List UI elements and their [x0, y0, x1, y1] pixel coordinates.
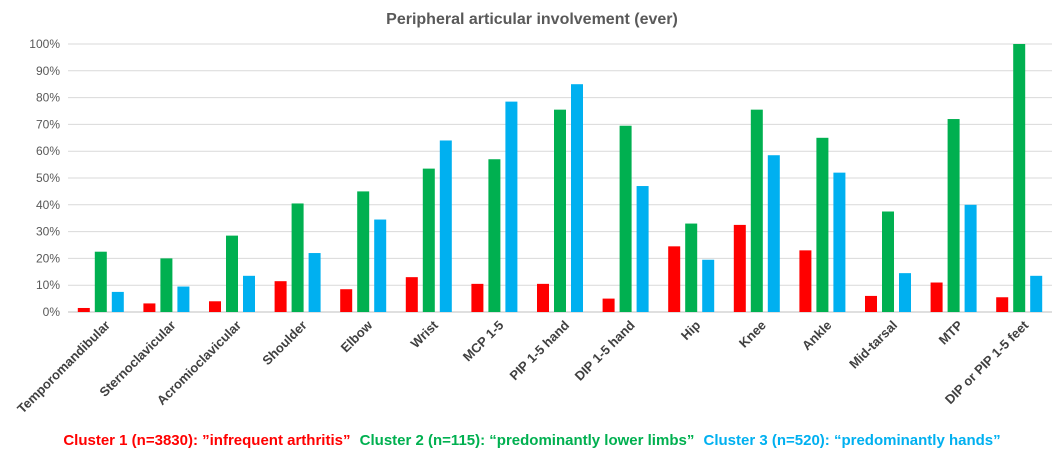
bar-series-1	[143, 303, 156, 312]
bar-series-1	[77, 307, 90, 312]
bar-series-1	[405, 277, 418, 312]
bar-series-2	[94, 251, 107, 312]
bar-series-2	[357, 191, 370, 312]
legend-entry-cluster-3: Cluster 3 (n=520): “predominantly hands”	[703, 432, 1001, 449]
bar-series-2	[1013, 44, 1026, 312]
bar-series-1	[471, 283, 484, 312]
bar-series-3	[964, 204, 977, 312]
x-tick-label: Elbow	[338, 317, 376, 355]
bar-series-3	[571, 84, 583, 312]
bars	[77, 44, 1043, 313]
bar-series-3	[243, 275, 255, 312]
bar-series-3	[636, 186, 649, 312]
y-tick-label: 20%	[36, 251, 60, 265]
x-tick-label: PIP 1-5 hand	[507, 317, 573, 383]
y-tick-label: 50%	[36, 171, 60, 185]
x-tick-label: MCP 1-5	[460, 318, 507, 365]
bar-series-1	[733, 224, 746, 312]
x-tick-label: Wrist	[407, 317, 441, 351]
bar-series-3	[899, 273, 911, 312]
y-tick-label: 40%	[36, 198, 60, 212]
bar-series-3	[308, 253, 321, 312]
bar-series-1	[930, 282, 943, 312]
x-tick-label: Temporomandibular	[14, 318, 113, 417]
bar-series-1	[340, 289, 353, 312]
bar-series-3	[767, 155, 780, 312]
bar-series-2	[882, 211, 894, 312]
bar-series-3	[1030, 275, 1043, 312]
chart-title: Peripheral articular involvement (ever)	[386, 11, 678, 28]
x-tick-label: MTP	[936, 317, 966, 347]
bar-series-3	[111, 291, 124, 312]
y-tick-label: 0%	[43, 305, 61, 319]
x-tick-label: Mid-tarsal	[846, 318, 900, 372]
bar-series-2	[619, 125, 632, 313]
bar-series-2	[947, 119, 960, 312]
bar-series-1	[602, 298, 615, 312]
bar-series-1	[865, 295, 877, 312]
x-tick-label: Hip	[678, 317, 703, 342]
bar-series-1	[274, 281, 287, 312]
x-tick-label: DIP 1-5 hand	[572, 317, 638, 383]
legend-entry-cluster-1: Cluster 1 (n=3830): ”infrequent arthriti…	[63, 432, 351, 449]
y-tick-label: 10%	[36, 278, 60, 292]
bar-series-3	[833, 172, 846, 312]
x-tick-label: Shoulder	[259, 318, 309, 368]
bar-series-2	[291, 203, 304, 312]
x-axis-ticks: TemporomandibularSternoclavicularAcromio…	[14, 317, 1032, 416]
y-tick-label: 60%	[36, 144, 60, 158]
y-tick-label: 80%	[36, 91, 60, 105]
x-tick-label: Knee	[736, 318, 769, 351]
bar-series-1	[209, 301, 221, 312]
bar-series-2	[160, 258, 173, 312]
y-tick-label: 30%	[36, 225, 60, 239]
y-axis-ticks: 0% 10% 20% 30% 40% 50% 60% 70% 80% 90% 100%	[29, 37, 60, 319]
bar-series-3	[702, 259, 715, 312]
y-tick-label: 100%	[29, 37, 60, 51]
legend: Cluster 1 (n=3830): ”infrequent arthriti…	[0, 432, 1064, 449]
bar-series-1	[668, 246, 681, 312]
bar-series-3	[374, 219, 387, 312]
bar-series-2	[488, 159, 501, 312]
bar-series-2	[816, 137, 829, 312]
y-tick-label: 90%	[36, 64, 60, 78]
y-tick-label: 70%	[36, 117, 60, 131]
bar-series-3	[177, 286, 190, 312]
bar-series-3	[505, 101, 518, 313]
bar-series-1	[996, 297, 1009, 312]
bar-series-1	[799, 250, 812, 312]
bar-series-2	[422, 168, 435, 312]
bar-series-2	[226, 235, 238, 312]
bar-series-3	[439, 140, 452, 312]
bar-series-2	[685, 223, 698, 312]
bar-series-1	[537, 283, 549, 312]
bar-series-2	[554, 109, 566, 312]
x-tick-label: Ankle	[799, 318, 835, 354]
bar-series-2	[750, 109, 763, 312]
legend-entry-cluster-2: Cluster 2 (n=115): “predominantly lower …	[359, 432, 695, 449]
